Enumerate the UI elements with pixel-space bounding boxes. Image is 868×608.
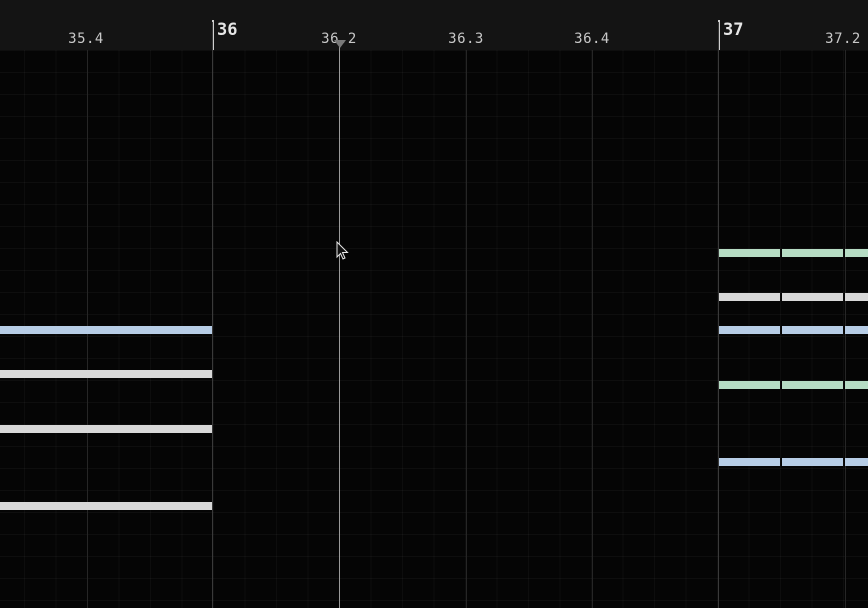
ruler-tick-label: 36.3 — [448, 31, 484, 47]
beat-line — [592, 50, 593, 608]
midi-note[interactable] — [845, 326, 868, 334]
playhead-handle-icon[interactable] — [334, 40, 346, 48]
midi-note[interactable] — [0, 502, 212, 510]
midi-note[interactable] — [719, 381, 780, 389]
midi-note[interactable] — [782, 381, 843, 389]
ruler-tick-label: 36.4 — [574, 31, 610, 47]
midi-note[interactable] — [782, 293, 843, 301]
arrow-cursor-icon — [336, 241, 349, 260]
midi-note[interactable] — [782, 249, 843, 257]
bar-line — [718, 22, 719, 608]
midi-note[interactable] — [845, 381, 868, 389]
midi-note[interactable] — [0, 326, 212, 334]
bar-marker — [718, 20, 720, 50]
ruler-tick-label: 36.2 — [321, 31, 357, 47]
bar-line — [212, 22, 213, 608]
midi-note[interactable] — [719, 249, 780, 257]
midi-note[interactable] — [0, 370, 212, 378]
midi-note[interactable] — [719, 293, 780, 301]
ruler-tick-label: 37.2 — [825, 31, 861, 47]
midi-note[interactable] — [845, 458, 868, 466]
midi-note[interactable] — [782, 458, 843, 466]
midi-note[interactable] — [845, 293, 868, 301]
midi-note[interactable] — [719, 326, 780, 334]
midi-note[interactable] — [719, 458, 780, 466]
bar-number-label: 36 — [217, 20, 238, 40]
midi-note[interactable] — [845, 249, 868, 257]
timeline-ruler[interactable]: 35.4 36 36.2 36.3 36.4 37 37.2 — [0, 0, 868, 51]
bar-number-label: 37 — [723, 20, 744, 40]
ruler-tick-label: 35.4 — [68, 31, 104, 47]
midi-note[interactable] — [782, 326, 843, 334]
bar-marker — [212, 20, 214, 50]
playhead-line[interactable] — [339, 40, 340, 608]
piano-roll-grid[interactable] — [0, 50, 868, 608]
beat-line — [466, 50, 467, 608]
midi-note[interactable] — [0, 425, 212, 433]
